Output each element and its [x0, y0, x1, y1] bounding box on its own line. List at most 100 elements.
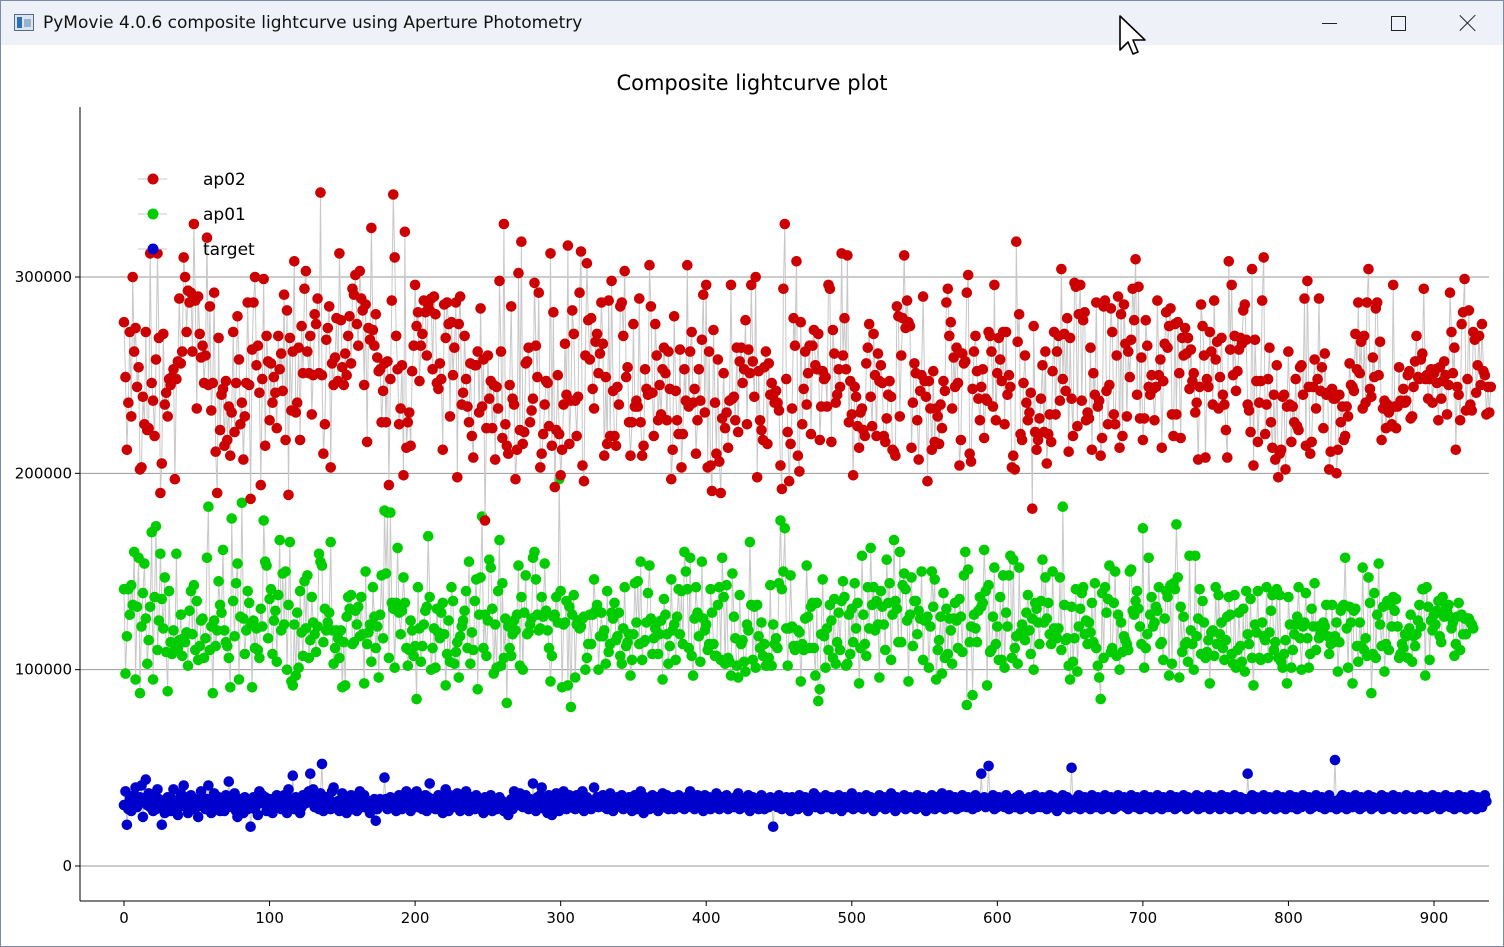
data-point-ap02 — [1136, 352, 1147, 363]
data-point-ap01 — [232, 558, 243, 569]
data-point-ap01 — [261, 560, 272, 571]
data-point-ap01 — [367, 581, 379, 593]
data-point-ap02 — [1312, 373, 1323, 385]
data-point-ap01 — [1259, 634, 1271, 646]
data-point-ap01 — [1025, 648, 1037, 660]
data-point-ap02 — [1012, 336, 1023, 348]
minimize-button[interactable] — [1294, 1, 1364, 45]
data-point-ap02 — [120, 371, 131, 383]
data-point-ap01 — [1309, 578, 1320, 589]
data-point-ap01 — [826, 615, 837, 626]
data-point-ap01 — [591, 599, 603, 611]
data-point-ap01 — [374, 609, 386, 620]
data-point-ap01 — [962, 564, 974, 575]
data-point-ap01 — [137, 587, 149, 599]
data-point-ap02 — [967, 383, 978, 395]
data-point-ap01 — [1357, 562, 1368, 573]
data-point-ap02 — [1045, 436, 1057, 448]
data-point-ap01 — [970, 623, 981, 634]
data-point-ap02 — [283, 489, 294, 501]
plot-area[interactable]: Composite lightcurve plot 0 100000 200000 3… — [1, 45, 1503, 946]
data-point-ap01 — [967, 689, 978, 701]
data-point-ap02 — [1204, 326, 1216, 338]
data-point-ap02 — [255, 479, 267, 491]
data-point-ap02 — [884, 375, 895, 387]
data-point-ap02 — [977, 364, 989, 375]
data-point-ap02 — [367, 324, 379, 336]
data-point-ap01 — [632, 576, 644, 587]
data-point-ap02 — [935, 399, 946, 410]
data-point-target — [152, 784, 163, 795]
data-point-ap02 — [325, 462, 337, 473]
data-point-ap01 — [139, 558, 150, 569]
data-point-ap01 — [437, 597, 449, 609]
data-point-ap02 — [533, 287, 545, 298]
data-point-ap01 — [291, 607, 303, 618]
data-point-ap01 — [325, 536, 337, 548]
close-button[interactable] — [1433, 1, 1503, 45]
data-point-ap02 — [393, 419, 405, 430]
data-point-ap01 — [971, 636, 983, 648]
data-point-ap02 — [335, 314, 347, 326]
data-point-ap02 — [1302, 275, 1313, 287]
data-point-ap02 — [503, 448, 514, 460]
legend-marker-target — [147, 243, 159, 255]
data-point-ap01 — [280, 566, 291, 577]
title-bar[interactable]: PyMovie 4.0.6 composite lightcurve using… — [1, 1, 1503, 45]
data-point-ap01 — [600, 658, 612, 670]
data-point-ap01 — [1067, 656, 1079, 668]
data-point-ap01 — [1085, 627, 1096, 638]
data-point-ap02 — [634, 293, 645, 304]
data-point-ap01 — [666, 574, 677, 585]
data-point-ap01 — [351, 619, 363, 630]
data-point-ap01 — [821, 623, 833, 634]
data-point-target — [140, 774, 152, 785]
data-point-ap02 — [1037, 360, 1048, 371]
data-point-ap02 — [555, 470, 566, 481]
data-point-ap02 — [377, 385, 389, 397]
maximize-button[interactable] — [1363, 1, 1433, 45]
data-point-ap02 — [599, 450, 610, 462]
data-point-target — [1242, 768, 1253, 779]
data-point-ap02 — [1256, 295, 1268, 306]
data-point-ap01 — [1208, 650, 1220, 662]
data-point-ap02 — [459, 330, 470, 342]
data-point-ap01 — [1187, 638, 1198, 650]
data-point-ap02 — [1086, 444, 1098, 456]
data-point-ap02 — [1326, 383, 1338, 395]
data-point-ap02 — [484, 393, 495, 405]
data-point-ap02 — [524, 417, 536, 428]
data-point-ap01 — [1224, 609, 1236, 620]
data-point-ap01 — [1350, 603, 1361, 615]
composite-lightcurve-chart[interactable]: 0 100000 200000 300000 0 100 200 300 400 500 600 70… — [1, 45, 1503, 946]
data-point-ap02 — [1152, 295, 1163, 306]
data-point-ap02 — [1249, 334, 1261, 346]
data-point-ap02 — [1064, 332, 1076, 344]
data-point-ap02 — [191, 403, 203, 414]
data-point-ap02 — [794, 466, 805, 477]
data-point-ap01 — [213, 576, 224, 587]
data-point-ap01 — [1443, 599, 1454, 611]
data-point-ap02 — [802, 367, 814, 379]
data-point-ap02 — [847, 470, 859, 481]
data-point-ap02 — [552, 369, 564, 381]
data-point-ap02 — [571, 430, 582, 442]
data-point-ap01 — [546, 650, 558, 662]
data-point-ap01 — [823, 644, 834, 656]
pymovie-app-icon[interactable] — [14, 14, 34, 31]
data-point-ap01 — [935, 611, 946, 622]
data-point-ap02 — [1024, 407, 1035, 418]
data-point-ap02 — [428, 291, 440, 302]
data-point-ap02 — [890, 450, 901, 462]
data-point-ap01 — [1041, 613, 1053, 624]
data-point-ap01 — [861, 650, 872, 662]
data-point-ap01 — [1240, 585, 1252, 597]
data-point-ap02 — [389, 252, 401, 263]
data-point-ap02 — [536, 448, 547, 460]
data-point-ap02 — [978, 432, 990, 444]
data-point-ap02 — [1197, 320, 1208, 332]
data-point-ap02 — [291, 397, 303, 409]
data-point-ap01 — [721, 579, 732, 591]
data-point-ap01 — [1069, 633, 1080, 644]
data-point-ap02 — [434, 358, 446, 369]
